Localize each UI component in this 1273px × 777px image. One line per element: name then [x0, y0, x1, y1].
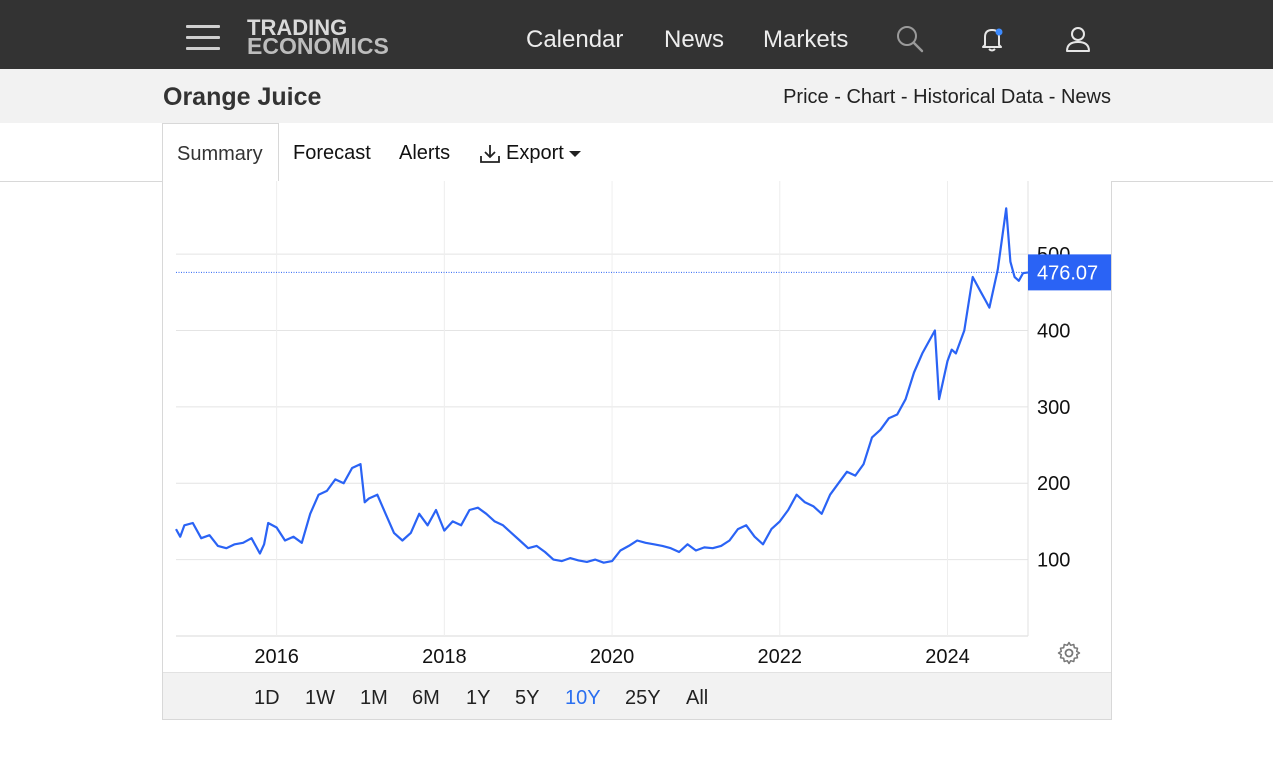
download-icon [480, 144, 500, 163]
link-price[interactable]: Price [783, 86, 829, 108]
y-tick-label: 100 [1037, 550, 1070, 572]
page-header: Orange Juice Price - Chart - Historical … [0, 69, 1273, 123]
link-chart[interactable]: Chart [846, 86, 896, 108]
search-icon[interactable] [895, 24, 925, 54]
range-selector: 1D 1W 1M 6M 1Y 5Y 10Y 25Y All [163, 672, 1111, 719]
range-all[interactable]: All [686, 687, 709, 709]
last-value-badge [1028, 254, 1111, 291]
logo-line1: TRADING [247, 15, 348, 40]
tab-forecast[interactable]: Forecast [293, 142, 371, 164]
range-25y[interactable]: 25Y [625, 687, 661, 709]
section-links: Price - Chart - Historical Data - News [783, 86, 1111, 109]
nav-link-calendar[interactable]: Calendar [526, 26, 624, 53]
range-1w[interactable]: 1W [305, 687, 335, 709]
logo-line2: ECONOMICS [247, 33, 389, 59]
separator: - [834, 86, 841, 108]
tab-summary-label: Summary [177, 143, 263, 165]
last-value-label: 476.07 [1037, 262, 1098, 284]
separator: - [1048, 86, 1056, 108]
link-historical-data[interactable]: Historical Data [913, 86, 1044, 108]
tab-summary[interactable]: Summary [162, 123, 279, 183]
y-tick-label: 200 [1037, 473, 1070, 495]
y-tick-label: 300 [1037, 397, 1070, 419]
caret-down-icon [568, 150, 581, 157]
price-series-line [175, 207, 1029, 564]
x-tick-label: 2020 [590, 646, 635, 668]
range-6m[interactable]: 6M [412, 687, 440, 709]
logo[interactable]: TRADING ECONOMICS [247, 15, 389, 59]
price-chart[interactable]: 10020030040050020162018202020222024476.0… [163, 181, 1111, 672]
x-tick-label: 2022 [758, 646, 803, 668]
separator: - [900, 86, 908, 108]
chart-panel: 10020030040050020162018202020222024476.0… [162, 181, 1112, 720]
tab-alerts[interactable]: Alerts [399, 142, 451, 164]
y-tick-label: 400 [1037, 320, 1070, 342]
range-5y[interactable]: 5Y [515, 687, 540, 709]
top-navbar: TRADING ECONOMICS Calendar News Markets [0, 0, 1273, 69]
x-tick-label: 2018 [422, 646, 467, 668]
range-1m[interactable]: 1M [360, 687, 388, 709]
link-news[interactable]: News [1060, 86, 1111, 108]
gear-icon[interactable] [1057, 641, 1081, 665]
nav-link-news[interactable]: News [664, 26, 725, 53]
range-1y[interactable]: 1Y [466, 687, 491, 709]
x-tick-label: 2016 [254, 646, 299, 668]
menu-icon[interactable] [186, 25, 220, 51]
range-1d[interactable]: 1D [254, 687, 280, 709]
page-title: Orange Juice [163, 83, 322, 111]
tabs-bar: Summary Forecast Alerts Export [0, 123, 1273, 183]
bell-icon[interactable] [977, 24, 1007, 54]
tab-export[interactable]: Export [479, 142, 582, 165]
nav-link-markets[interactable]: Markets [763, 26, 849, 53]
x-tick-label: 2024 [925, 646, 970, 668]
user-icon[interactable] [1063, 24, 1093, 54]
tab-export-label: Export [506, 142, 564, 164]
range-10y[interactable]: 10Y [565, 687, 601, 709]
